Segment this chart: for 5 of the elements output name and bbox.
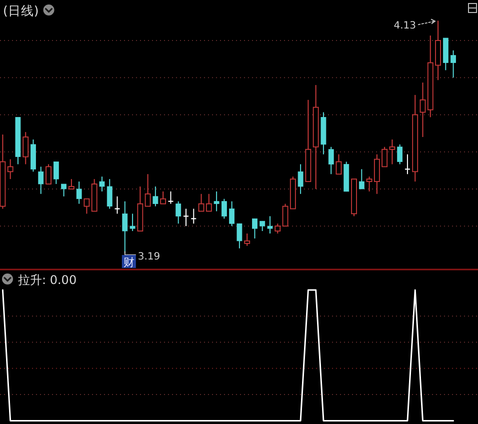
chart-title: (日线)	[3, 3, 39, 18]
annotation-badge: 财	[122, 255, 136, 269]
annotation: 4.13	[394, 20, 416, 32]
chart-title: 拉升: 0.00	[18, 273, 77, 287]
annotation: 3.19	[138, 251, 160, 262]
